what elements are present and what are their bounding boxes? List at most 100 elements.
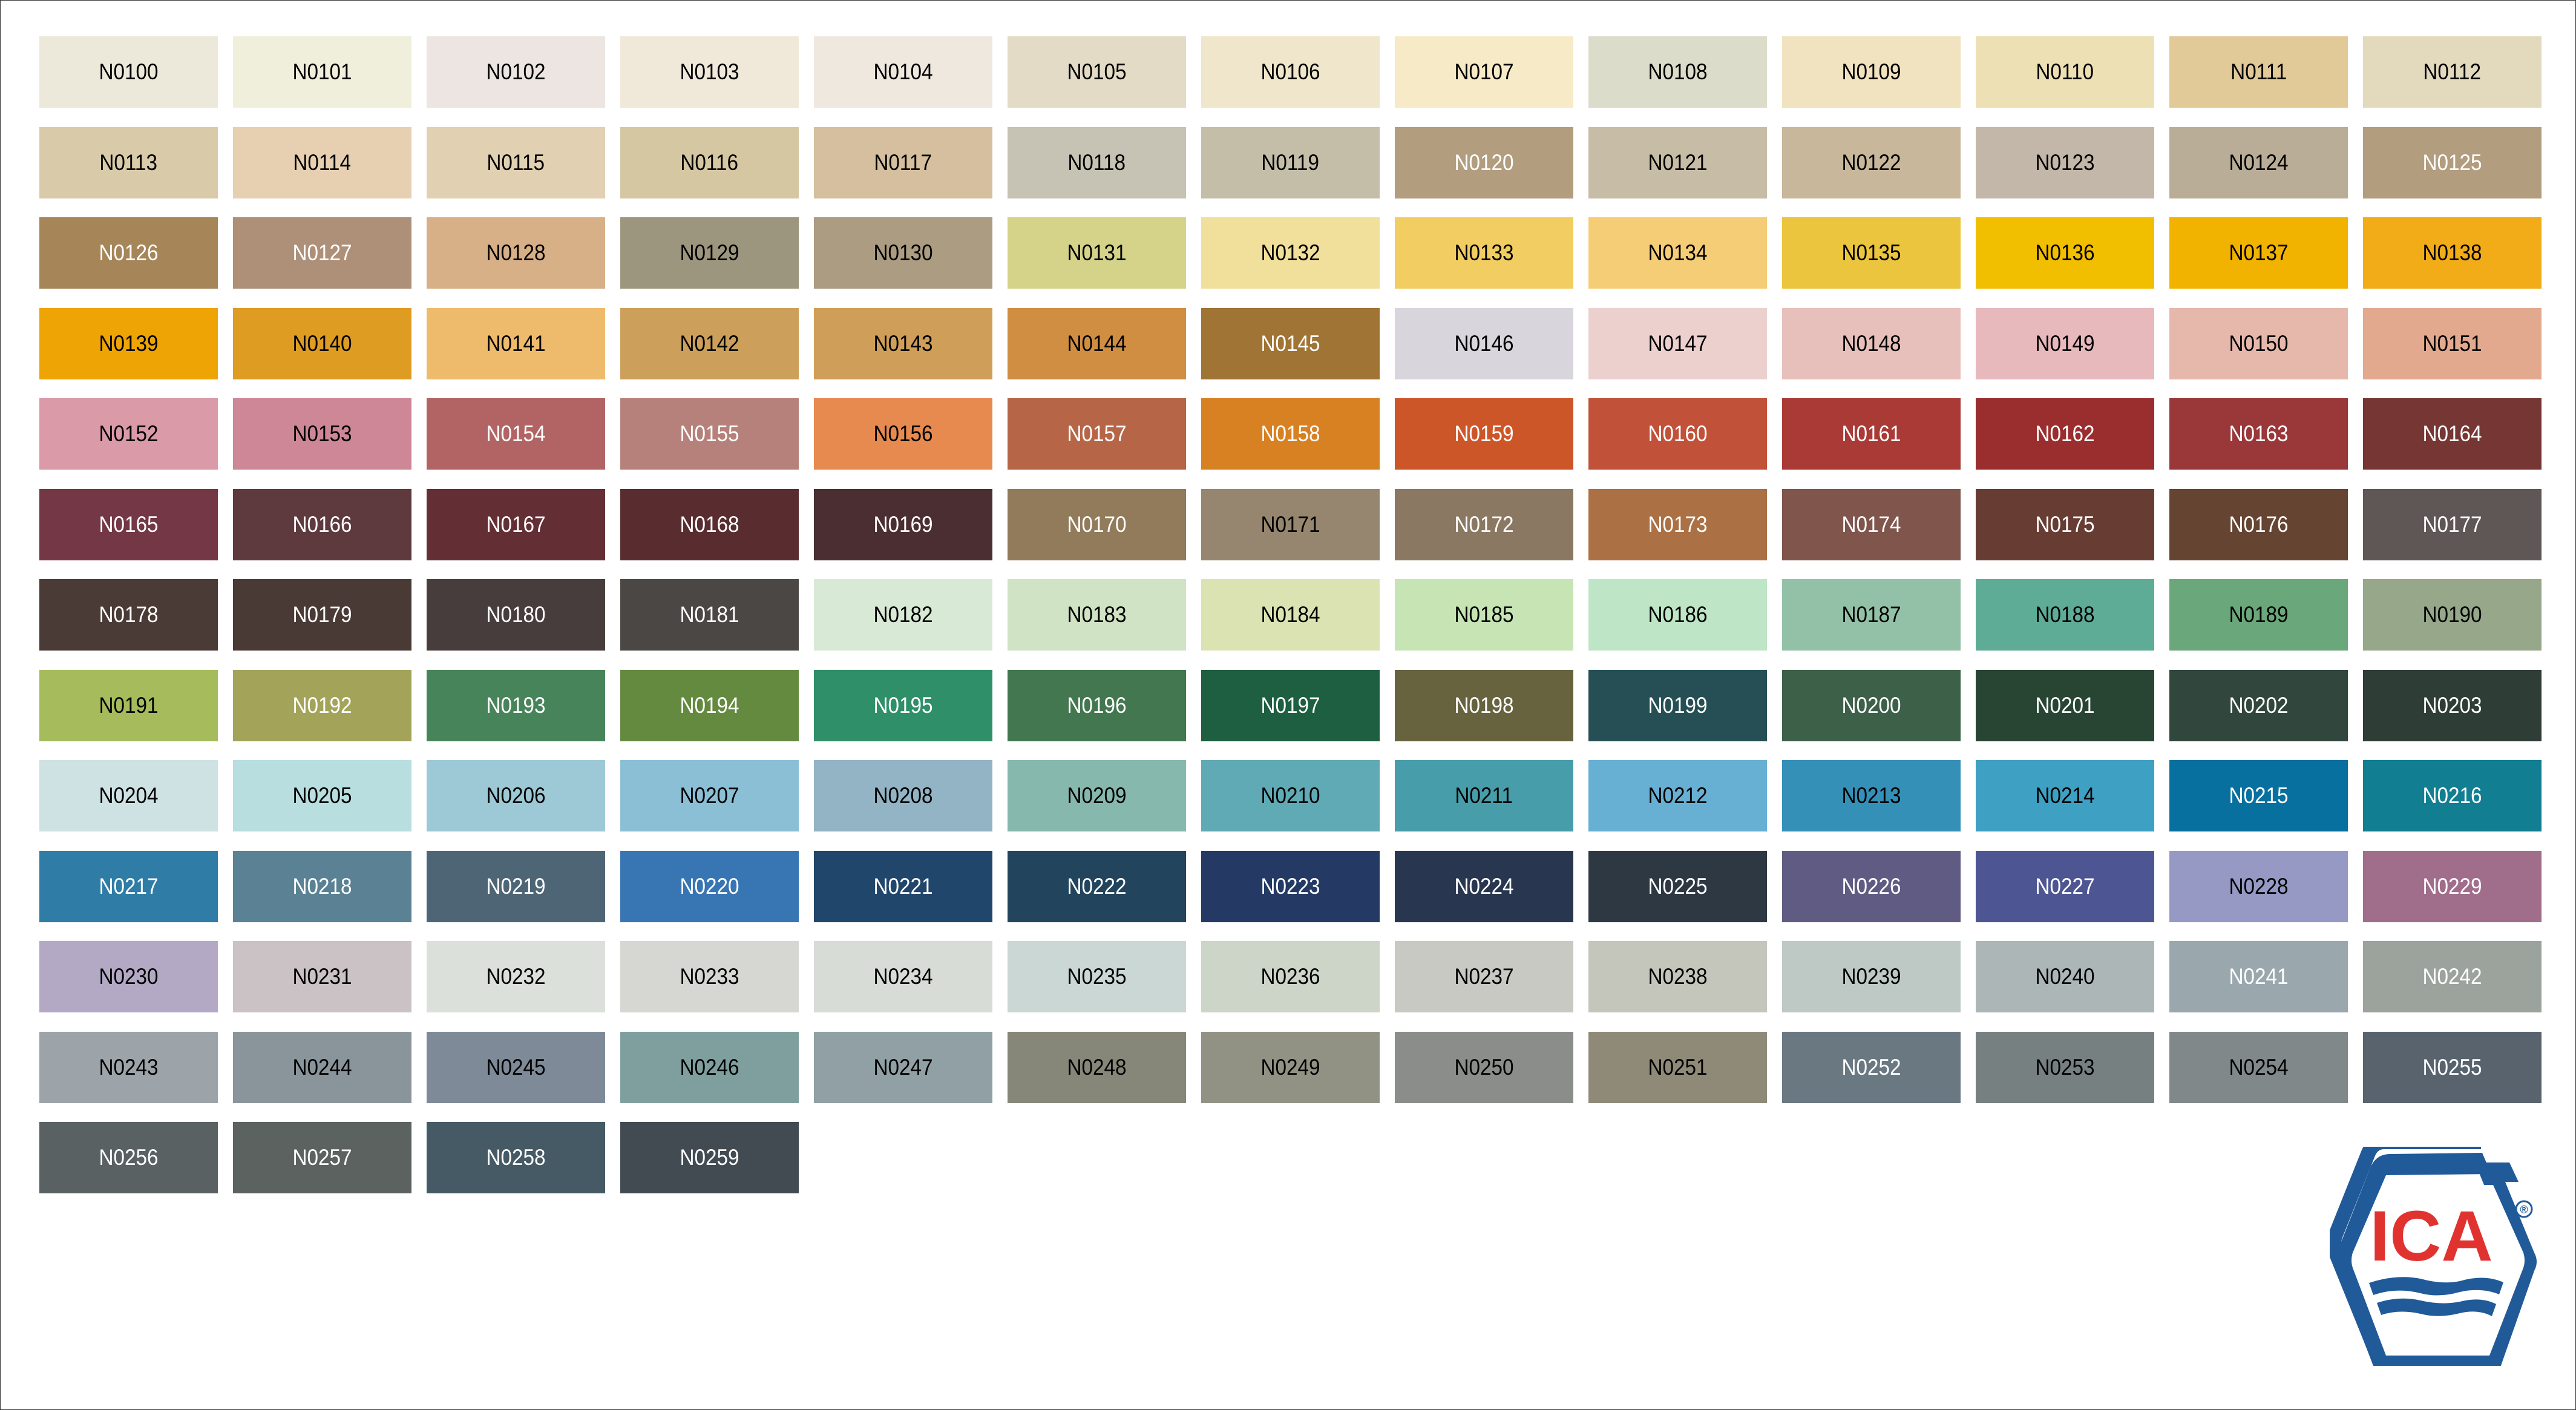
color-swatch: N0148 xyxy=(1782,307,1961,379)
color-swatch: N0204 xyxy=(39,760,218,831)
swatch-code: N0158 xyxy=(1260,421,1320,446)
swatch-code: N0238 xyxy=(1648,964,1708,989)
color-swatch: N0231 xyxy=(233,941,411,1012)
color-swatch: N0215 xyxy=(2169,760,2348,831)
swatch-code: N0132 xyxy=(1260,240,1320,265)
color-swatch: N0171 xyxy=(1201,488,1380,560)
swatch-code: N0164 xyxy=(2422,421,2482,446)
swatch-code: N0139 xyxy=(99,330,159,356)
swatch-code: N0157 xyxy=(1067,421,1127,446)
swatch-code: N0191 xyxy=(99,692,159,718)
swatch-code: N0244 xyxy=(292,1054,352,1080)
color-swatch: N0106 xyxy=(1201,36,1380,108)
color-swatch: N0251 xyxy=(1588,1031,1767,1103)
swatch-code: N0212 xyxy=(1648,783,1708,808)
color-swatch: N0219 xyxy=(427,850,605,922)
color-swatch: N0135 xyxy=(1782,217,1961,289)
logo-text: ICA xyxy=(2370,1196,2492,1276)
swatch-code: N0187 xyxy=(1841,602,1901,627)
swatch-code: N0106 xyxy=(1260,59,1320,84)
color-swatch: N0165 xyxy=(39,488,218,560)
swatch-code: N0206 xyxy=(486,783,546,808)
color-swatch: N0144 xyxy=(1008,307,1186,379)
swatch-code: N0192 xyxy=(292,692,352,718)
color-swatch: N0217 xyxy=(39,850,218,922)
color-swatch: N0244 xyxy=(233,1031,411,1103)
swatch-code: N0104 xyxy=(873,59,933,84)
swatch-code: N0112 xyxy=(2423,59,2482,84)
color-swatch: N0241 xyxy=(2169,941,2348,1012)
swatch-code: N0247 xyxy=(873,1054,933,1080)
swatch-code: N0123 xyxy=(2035,149,2095,175)
color-swatch: N0175 xyxy=(1976,488,2154,560)
swatch-code: N0115 xyxy=(487,149,545,175)
color-swatch: N0152 xyxy=(39,398,218,470)
color-swatch: N0198 xyxy=(1395,669,1573,741)
swatch-code: N0207 xyxy=(680,783,739,808)
swatch-code: N0129 xyxy=(680,240,739,265)
swatch-code: N0194 xyxy=(680,692,739,718)
swatch-code: N0101 xyxy=(292,59,352,84)
swatch-code: N0240 xyxy=(2035,964,2095,989)
swatch-code: N0100 xyxy=(99,59,159,84)
swatch-code: N0175 xyxy=(2035,511,2095,537)
swatch-code: N0150 xyxy=(2229,330,2289,356)
registered-mark: ® xyxy=(2520,1204,2528,1216)
color-swatch: N0133 xyxy=(1395,217,1573,289)
swatch-code: N0116 xyxy=(680,149,739,175)
swatch-code: N0221 xyxy=(873,873,933,899)
color-swatch: N0177 xyxy=(2363,488,2542,560)
color-swatch: N0117 xyxy=(814,126,992,198)
swatch-code: N0253 xyxy=(2035,1054,2095,1080)
color-swatch: N0179 xyxy=(233,579,411,651)
swatch-code: N0250 xyxy=(1454,1054,1514,1080)
color-swatch: N0237 xyxy=(1395,941,1573,1012)
color-swatch: N0139 xyxy=(39,307,218,379)
color-swatch: N0207 xyxy=(620,760,799,831)
swatch-code: N0252 xyxy=(1841,1054,1901,1080)
swatch-code: N0199 xyxy=(1648,692,1708,718)
swatch-code: N0183 xyxy=(1067,602,1127,627)
color-swatch: N0220 xyxy=(620,850,799,922)
color-swatch: N0153 xyxy=(233,398,411,470)
swatch-code: N0254 xyxy=(2229,1054,2289,1080)
swatch-code: N0193 xyxy=(486,692,546,718)
swatch-code: N0155 xyxy=(680,421,739,446)
swatch-code: N0117 xyxy=(874,149,932,175)
logo-wave-icon xyxy=(2377,1298,2496,1316)
color-swatch: N0229 xyxy=(2363,850,2542,922)
color-swatch: N0253 xyxy=(1976,1031,2154,1103)
color-swatch: N0248 xyxy=(1008,1031,1186,1103)
swatch-code: N0186 xyxy=(1648,602,1708,627)
color-swatch: N0181 xyxy=(620,579,799,651)
swatch-code: N0141 xyxy=(486,330,546,356)
swatch-code: N0216 xyxy=(2422,783,2482,808)
color-swatch: N0126 xyxy=(39,217,218,289)
color-swatch: N0105 xyxy=(1008,36,1186,108)
swatch-code: N0144 xyxy=(1067,330,1127,356)
color-swatch: N0199 xyxy=(1588,669,1767,741)
color-swatch: N0111 xyxy=(2169,36,2348,108)
color-swatch: N0155 xyxy=(620,398,799,470)
swatch-code: N0178 xyxy=(99,602,159,627)
swatch-code: N0140 xyxy=(292,330,352,356)
swatch-code: N0161 xyxy=(1841,421,1901,446)
color-swatch: N0186 xyxy=(1588,579,1767,651)
color-swatch: N0147 xyxy=(1588,307,1767,379)
swatch-code: N0259 xyxy=(680,1145,739,1170)
swatch-code: N0195 xyxy=(873,692,933,718)
swatch-code: N0197 xyxy=(1260,692,1320,718)
color-swatch: N0201 xyxy=(1976,669,2154,741)
swatch-code: N0109 xyxy=(1841,59,1901,84)
swatch-code: N0196 xyxy=(1067,692,1127,718)
color-swatch: N0230 xyxy=(39,941,218,1012)
color-swatch: N0129 xyxy=(620,217,799,289)
color-swatch: N0125 xyxy=(2363,126,2542,198)
swatch-code: N0203 xyxy=(2422,692,2482,718)
swatch-code: N0110 xyxy=(2036,59,2094,84)
color-swatch: N0223 xyxy=(1201,850,1380,922)
color-swatch: N0136 xyxy=(1976,217,2154,289)
swatch-code: N0151 xyxy=(2422,330,2482,356)
swatch-code: N0107 xyxy=(1454,59,1514,84)
swatch-code: N0102 xyxy=(486,59,546,84)
